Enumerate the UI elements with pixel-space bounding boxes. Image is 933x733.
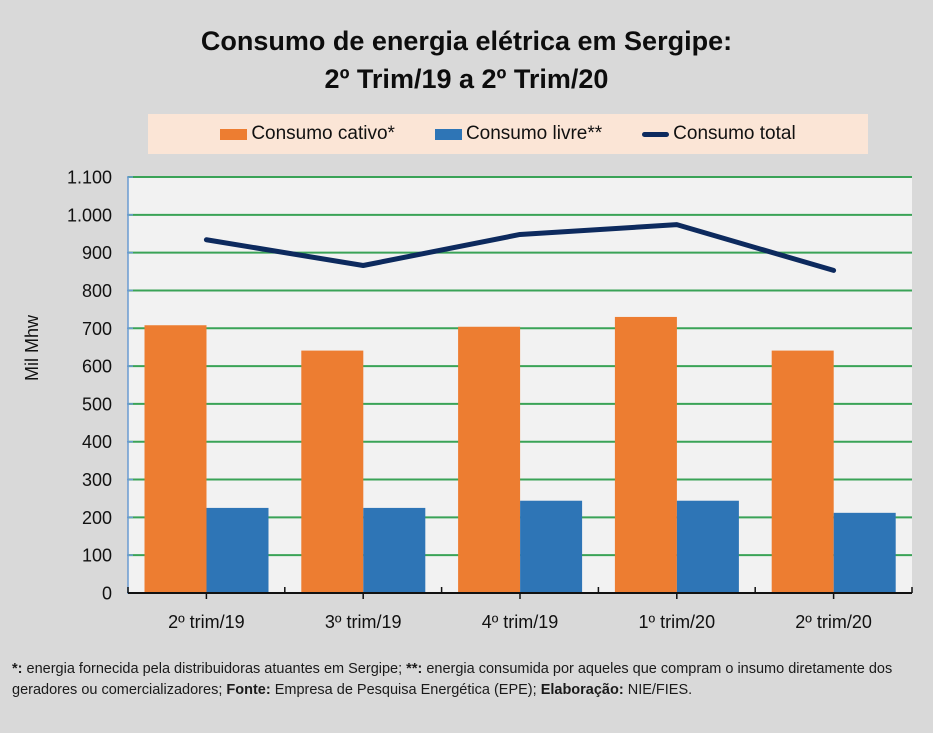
x-tick-label: 2º trim/20 — [795, 612, 872, 632]
y-tick-label: 400 — [82, 432, 112, 452]
legend: Consumo cativo* Consumo livre** Consumo … — [148, 114, 868, 154]
footnote-text: energia fornecida pela distribuidoras at… — [22, 661, 407, 677]
bar-cativo — [771, 350, 834, 593]
legend-swatch-cativo — [220, 128, 248, 140]
chart-title-line1: Consumo de energia elétrica em Sergipe: — [200, 26, 733, 56]
bar-cativo — [614, 316, 677, 593]
legend-item-cativo: Consumo cativo* — [220, 123, 395, 145]
x-tick-label: 2º trim/19 — [168, 612, 245, 632]
total-line-group — [203, 222, 837, 273]
y-tick-label: 600 — [82, 357, 112, 377]
y-tick-label: 900 — [82, 243, 112, 263]
x-tick-label: 1º trim/20 — [638, 612, 715, 632]
legend-label-total: Consumo total — [673, 123, 796, 144]
footnote-label: Fonte: — [226, 682, 271, 698]
bar-cativo — [301, 350, 364, 593]
x-tick-label: 3º trim/19 — [325, 612, 402, 632]
footnote: *: energia fornecida pela distribuidoras… — [12, 659, 927, 701]
y-tick-label: 200 — [82, 508, 112, 528]
y-tick-label: 0 — [102, 584, 112, 604]
legend-label-cativo: Consumo cativo* — [251, 123, 395, 144]
y-tick-label: 800 — [82, 281, 112, 301]
bar-livre — [676, 500, 739, 593]
legend-swatch-total — [642, 131, 670, 137]
y-tick-label: 1.000 — [67, 205, 112, 225]
legend-item-total: Consumo total — [642, 123, 796, 145]
bar-cativo — [144, 325, 207, 593]
x-tick-labels: 2º trim/19 3º trim/19 4º trim/19 1º trim/20… — [168, 612, 872, 632]
y-tick-label: 300 — [82, 470, 112, 490]
y-tick-label: 500 — [82, 394, 112, 414]
bars — [144, 316, 896, 593]
y-tick-labels: 0 100 200 300 400 500 600 700 800 900 1.000 1.100 — [67, 168, 112, 604]
footnote-text: NIE/FIES. — [623, 682, 693, 698]
bar-livre — [363, 507, 426, 593]
y-axis-title: Mil Mhw — [22, 314, 42, 381]
legend-label-livre: Consumo livre** — [465, 123, 603, 144]
legend-item-livre: Consumo livre** — [434, 123, 603, 145]
chart-subtitle: 2º Trim/19 a 2º Trim/20 — [324, 64, 609, 94]
footnote-text: energia consumida por aqueles que compra… — [12, 661, 893, 698]
bar-livre — [520, 500, 583, 593]
footnote-text: Empresa de Pesquisa Energética (EPE); — [270, 682, 541, 698]
bar-livre — [833, 512, 896, 593]
bar-cativo — [458, 326, 521, 593]
bar-livre — [206, 507, 269, 593]
y-tick-label: 100 — [82, 546, 112, 566]
y-tick-label: 1.100 — [67, 168, 112, 188]
legend-swatch-livre — [434, 128, 462, 140]
footnote-label: Elaboração: — [540, 682, 624, 698]
x-tick-label: 4º trim/19 — [482, 612, 559, 632]
footnote-label: *: — [12, 661, 23, 677]
y-tick-label: 700 — [82, 319, 112, 339]
axes — [127, 176, 913, 599]
chart-title: Consumo de energia elétrica em Sergipe: … — [0, 22, 933, 98]
footnote-label: **: — [406, 661, 423, 677]
